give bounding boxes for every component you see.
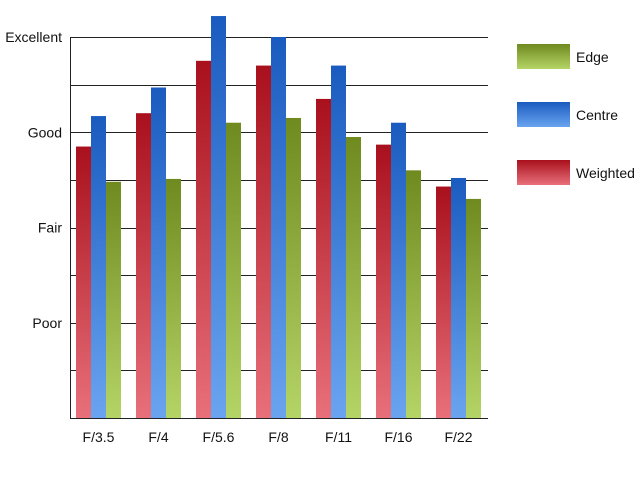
bar-centre-6 xyxy=(451,177,466,418)
legend-swatch-edge xyxy=(517,44,570,69)
bar-edge-4 xyxy=(346,137,361,418)
y-tick-label: Good xyxy=(28,124,62,140)
bar-centre-4 xyxy=(331,65,346,418)
x-tick-label: F/11 xyxy=(325,429,352,445)
bar-weighted-6 xyxy=(436,186,451,418)
bar-centre-0 xyxy=(91,116,106,419)
bar-edge-5 xyxy=(406,170,421,418)
bar-weighted-4 xyxy=(316,98,331,418)
bar-weighted-5 xyxy=(376,144,391,418)
legend-swatch-centre xyxy=(517,102,570,127)
bar-centre-1 xyxy=(151,87,166,419)
legend-label-edge: Edge xyxy=(576,49,609,65)
bar-edge-6 xyxy=(466,198,481,418)
bars xyxy=(76,16,481,419)
bar-weighted-1 xyxy=(136,113,151,418)
bar-centre-3 xyxy=(271,37,286,418)
axes xyxy=(70,37,488,419)
bar-edge-3 xyxy=(286,117,301,419)
x-tick-label: F/3.5 xyxy=(83,429,115,445)
bar-centre-2 xyxy=(211,16,226,418)
x-tick-label: F/16 xyxy=(384,429,412,445)
legend-label-centre: Centre xyxy=(576,107,618,123)
y-tick-label: Excellent xyxy=(5,29,62,45)
bar-edge-2 xyxy=(226,122,241,418)
x-tick-label: F/22 xyxy=(444,429,472,445)
bar-edge-1 xyxy=(166,178,181,418)
bar-centre-5 xyxy=(391,122,406,418)
bar-weighted-3 xyxy=(256,65,271,418)
y-tick-labels: Poor Fair Good Excellent xyxy=(5,29,62,331)
legend: Edge Centre Weighted xyxy=(517,44,635,185)
bar-edge-0 xyxy=(106,181,121,418)
legend-swatch-weighted xyxy=(517,160,570,185)
y-tick-label: Fair xyxy=(38,220,62,236)
bar-weighted-2 xyxy=(196,60,211,418)
x-tick-labels: F/3.5 F/4 F/5.6 F/8 F/11 F/16 F/22 xyxy=(83,429,473,445)
x-tick-label: F/5.6 xyxy=(203,429,235,445)
y-tick-label: Poor xyxy=(32,315,62,331)
legend-label-weighted: Weighted xyxy=(576,165,635,181)
x-tick-label: F/8 xyxy=(268,429,288,445)
x-tick-label: F/4 xyxy=(148,429,168,445)
bar-weighted-0 xyxy=(76,146,91,418)
